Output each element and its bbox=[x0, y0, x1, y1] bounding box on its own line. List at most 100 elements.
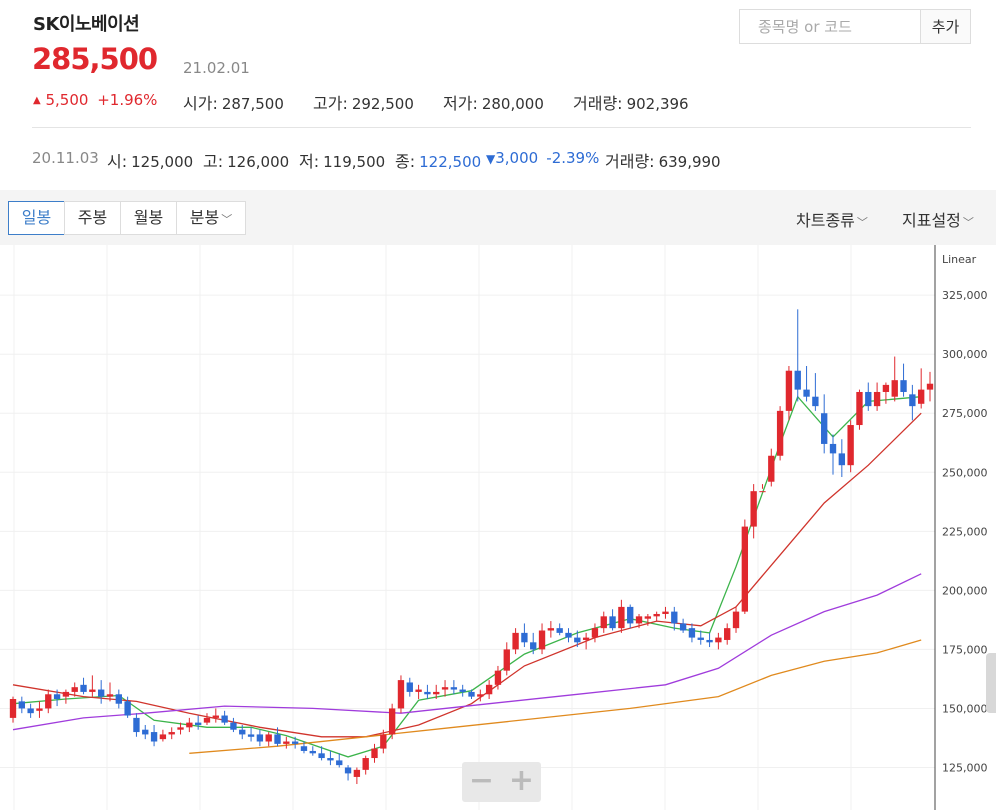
y-tick-label: 275,000 bbox=[942, 407, 988, 420]
candle-body bbox=[168, 732, 175, 735]
high-value: 292,500 bbox=[351, 95, 414, 113]
stock-name: SK이노베이션 bbox=[33, 14, 140, 35]
moving-average-line bbox=[189, 639, 922, 754]
tab-monthly[interactable]: 월봉 bbox=[120, 201, 177, 235]
y-tick-label: 325,000 bbox=[942, 289, 988, 302]
y-tick-label: 150,000 bbox=[942, 702, 988, 715]
open-label: 시가 bbox=[183, 94, 213, 113]
price-date: 21.02.01 bbox=[183, 59, 250, 77]
candle-body bbox=[679, 623, 687, 631]
candle-body bbox=[485, 684, 493, 695]
hover-date: 20.11.03 bbox=[32, 149, 99, 167]
candle-body bbox=[627, 606, 634, 624]
candle-body bbox=[291, 741, 299, 744]
hover-low-value: 119,500 bbox=[323, 153, 386, 171]
candle-body bbox=[36, 708, 43, 711]
candle-body bbox=[247, 734, 255, 737]
candle-body bbox=[512, 632, 519, 650]
candle-body bbox=[671, 611, 678, 624]
candle-body bbox=[106, 694, 114, 697]
candle-body bbox=[900, 380, 907, 392]
candle-body bbox=[547, 628, 555, 631]
chevron-down-icon: ﹀ bbox=[221, 213, 233, 226]
tab-daily[interactable]: 일봉 bbox=[8, 201, 65, 235]
candle-body bbox=[468, 691, 475, 697]
candle-body bbox=[653, 613, 660, 617]
candle-body bbox=[530, 642, 537, 650]
hover-volume: 거래량: 639,990 bbox=[605, 152, 721, 171]
hover-low: 저: 119,500 bbox=[299, 152, 386, 171]
indicator-dropdown[interactable]: 지표설정 ﹀ bbox=[902, 207, 974, 231]
candle-body bbox=[115, 694, 122, 704]
y-tick-label: 175,000 bbox=[942, 643, 988, 656]
candlestick-chart[interactable]: 125,000 150,000 175,000 200,000 225,000 250,0… bbox=[0, 245, 996, 810]
candle-body bbox=[221, 715, 228, 723]
change-amount: 5,500 bbox=[45, 91, 89, 109]
add-button[interactable]: 추가 bbox=[920, 9, 971, 44]
candle-body bbox=[318, 753, 325, 759]
hover-open-value: 125,000 bbox=[131, 153, 194, 171]
candle-body bbox=[27, 708, 34, 714]
candle-body bbox=[459, 689, 466, 692]
side-panel-handle[interactable] bbox=[986, 653, 996, 713]
chevron-down-icon: ﹀ bbox=[962, 216, 974, 229]
y-tick-label: 300,000 bbox=[942, 348, 988, 361]
candle-body bbox=[521, 632, 528, 643]
search-input[interactable] bbox=[739, 9, 921, 44]
candle-body bbox=[565, 632, 572, 638]
tab-weekly[interactable]: 주봉 bbox=[64, 201, 121, 235]
candle-body bbox=[706, 639, 713, 643]
zoom-out-button[interactable]: − bbox=[468, 763, 495, 798]
candle-body bbox=[503, 649, 510, 671]
candle-body bbox=[891, 380, 898, 397]
candle-body bbox=[327, 758, 334, 761]
hover-volume-value: 639,990 bbox=[658, 153, 721, 171]
indicator-label: 지표설정 bbox=[902, 211, 961, 230]
candle-body bbox=[397, 680, 405, 709]
candle-body bbox=[697, 637, 704, 640]
candle-body bbox=[873, 391, 881, 407]
candle-body bbox=[750, 491, 757, 527]
down-triangle-icon: ▼ bbox=[486, 152, 496, 166]
low-label: 저가 bbox=[443, 94, 473, 113]
chart-type-label: 차트종류 bbox=[796, 211, 855, 230]
moving-average-line bbox=[12, 395, 922, 758]
change-percent: +1.96% bbox=[97, 91, 158, 109]
candle-body bbox=[574, 637, 581, 643]
candle-body bbox=[97, 689, 105, 697]
hover-high: 고: 126,000 bbox=[203, 152, 290, 171]
candle-body bbox=[371, 748, 378, 759]
y-tick-label: 200,000 bbox=[942, 584, 988, 597]
candle-body bbox=[732, 611, 740, 629]
price-change: ▲ 5,500 +1.96% bbox=[33, 91, 157, 109]
chart-type-dropdown[interactable]: 차트종류 ﹀ bbox=[796, 207, 868, 231]
low-price: 저가: 280,000 bbox=[443, 94, 544, 113]
high-label: 고가 bbox=[313, 94, 343, 113]
hover-close-value: 122,500 bbox=[419, 153, 482, 171]
candle-body bbox=[256, 734, 264, 742]
candle-body bbox=[142, 729, 149, 735]
candle-body bbox=[424, 691, 431, 695]
candle-body bbox=[759, 491, 766, 493]
candle-body bbox=[662, 611, 669, 614]
candle-body bbox=[344, 767, 352, 774]
candle-body bbox=[80, 684, 87, 692]
candle-body bbox=[838, 453, 846, 466]
candle-body bbox=[265, 734, 272, 742]
candle-body bbox=[124, 701, 131, 716]
low-value: 280,000 bbox=[481, 95, 544, 113]
candle-body bbox=[388, 708, 396, 735]
candle-body bbox=[882, 384, 890, 392]
zoom-in-button[interactable]: + bbox=[508, 763, 535, 798]
candle-body bbox=[926, 383, 934, 390]
candle-body bbox=[274, 734, 281, 744]
candle-body bbox=[865, 391, 872, 407]
tab-minute[interactable]: 분봉 ﹀ bbox=[176, 201, 246, 235]
candle-body bbox=[812, 396, 819, 407]
y-tick-label: 250,000 bbox=[942, 466, 988, 479]
candle-body bbox=[556, 628, 563, 633]
candle-body bbox=[45, 694, 52, 709]
candle-body bbox=[776, 410, 784, 456]
zoom-controls: − + bbox=[462, 762, 541, 802]
candle-body bbox=[856, 391, 863, 426]
